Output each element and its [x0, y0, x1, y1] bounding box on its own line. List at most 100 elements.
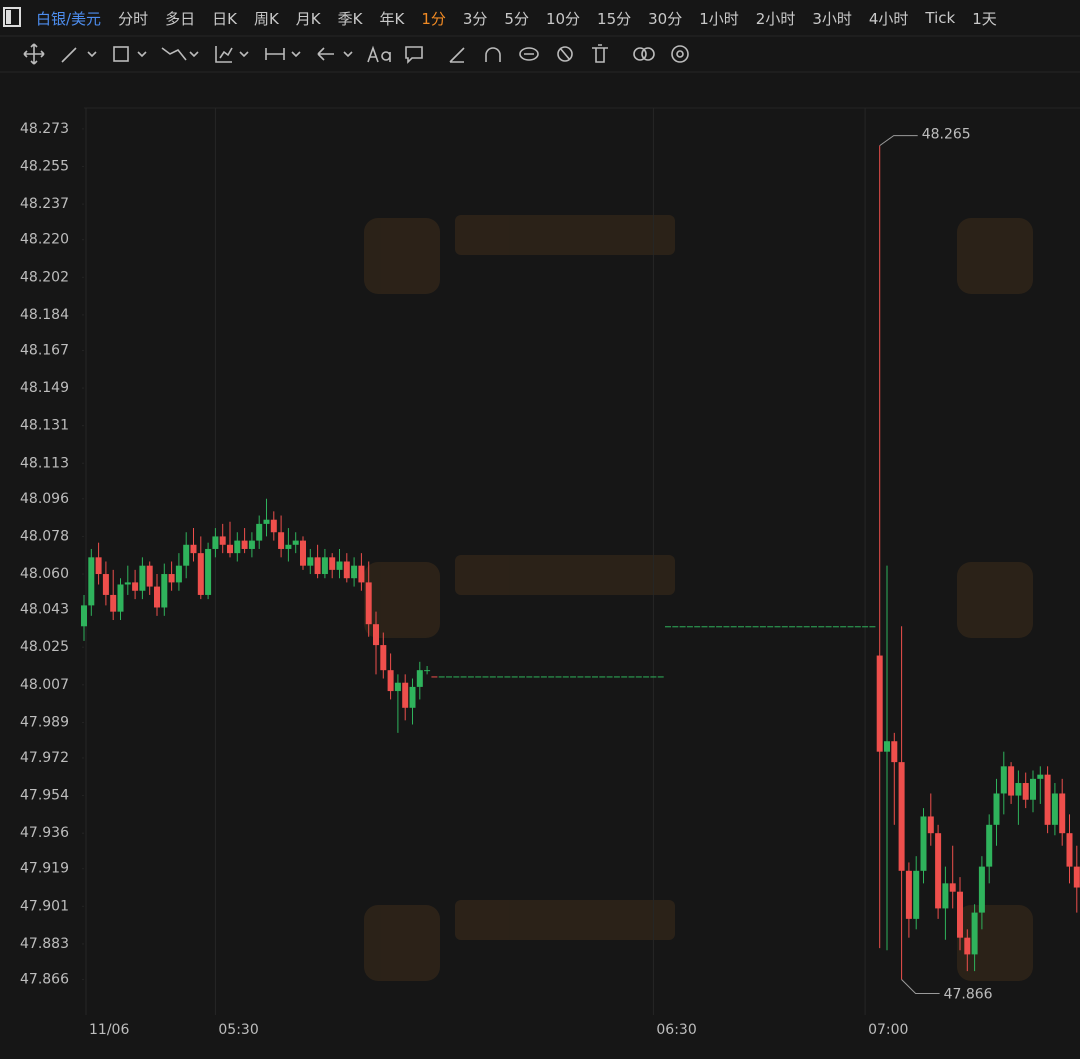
- candle-body: [592, 676, 598, 678]
- measure-tool[interactable]: [265, 48, 301, 60]
- candle-body: [285, 544, 292, 549]
- text-tool[interactable]: [367, 45, 391, 63]
- timeframe-tab[interactable]: 3分: [462, 9, 488, 28]
- candle-body: [1022, 783, 1029, 800]
- chart-tool[interactable]: [215, 46, 249, 63]
- move-tool[interactable]: [23, 43, 45, 65]
- candle-body: [1073, 866, 1080, 888]
- visibility-tool[interactable]: [519, 47, 539, 61]
- candle-body: [599, 676, 606, 678]
- x-tick-label: 06:30: [656, 1022, 696, 1038]
- high-label: 48.265: [922, 127, 971, 143]
- timeframe-tab[interactable]: 周K: [253, 9, 279, 28]
- candle-body: [1015, 783, 1022, 796]
- candle-body: [752, 626, 759, 628]
- timeframe-tab[interactable]: Tick: [925, 9, 956, 27]
- low-pointer: [901, 979, 940, 994]
- candle-body: [971, 912, 978, 955]
- candle-body: [781, 626, 788, 628]
- y-tick-label: 47.936: [20, 825, 69, 841]
- timeframe-tab[interactable]: 3小时: [812, 9, 852, 28]
- candle-body: [431, 676, 438, 678]
- y-tick-label: 47.919: [20, 861, 69, 877]
- candle-body: [1059, 793, 1066, 834]
- timeframe-tab[interactable]: 分时: [118, 9, 149, 28]
- candle-body: [555, 676, 562, 678]
- timeframe-tab[interactable]: 月K: [295, 9, 321, 28]
- candle-body: [650, 676, 657, 678]
- note-tool[interactable]: [405, 46, 423, 64]
- candle-body: [88, 557, 95, 606]
- candle-body: [847, 626, 854, 628]
- timeframe-tab[interactable]: 1小时: [699, 9, 739, 28]
- path-tool[interactable]: [161, 47, 199, 61]
- candle-body: [708, 626, 715, 628]
- candle-body: [957, 891, 963, 938]
- timeframe-tab[interactable]: 2小时: [755, 9, 796, 28]
- candle-body: [986, 824, 993, 867]
- candle-body: [482, 676, 489, 678]
- low-label: 47.866: [944, 986, 993, 1002]
- candle-body: [292, 540, 299, 545]
- y-tick-label: 48.096: [20, 491, 69, 507]
- timeframe-tab[interactable]: 白银/美元: [36, 9, 102, 28]
- line-tool[interactable]: [61, 47, 97, 63]
- hide-tool[interactable]: [557, 46, 573, 62]
- candle-body: [811, 626, 817, 628]
- candle-body: [949, 883, 956, 892]
- candle-body: [489, 676, 496, 678]
- y-tick-label: 48.149: [20, 380, 69, 396]
- candle-body: [234, 540, 241, 554]
- timeframe-tab[interactable]: 1分: [421, 9, 446, 28]
- candle-body: [898, 762, 905, 871]
- candle-body: [942, 883, 949, 909]
- x-tick-label: 05:30: [218, 1022, 258, 1038]
- candle-body: [504, 676, 511, 678]
- timeframe-tab[interactable]: 10分: [545, 9, 581, 28]
- timeframe-tab[interactable]: 30分: [648, 9, 683, 28]
- candle-body: [81, 605, 87, 627]
- timeframe-tab[interactable]: 日K: [212, 9, 237, 28]
- candle-body: [95, 557, 102, 575]
- candle-body: [343, 561, 350, 579]
- candle-body: [365, 582, 372, 625]
- candle-body: [394, 682, 401, 692]
- candle-body: [759, 626, 766, 628]
- candle-body: [657, 676, 664, 678]
- candle-body: [905, 870, 912, 919]
- timeframe-tab[interactable]: 4小时: [868, 9, 909, 28]
- candle-body: [329, 557, 336, 570]
- candle-body: [336, 561, 343, 570]
- candle-body: [665, 626, 671, 628]
- timeframe-tab[interactable]: 15分: [597, 9, 632, 28]
- candle-body: [891, 741, 898, 763]
- candle-body: [767, 626, 774, 628]
- arrow-tool[interactable]: [317, 47, 353, 61]
- candle-body: [621, 676, 628, 678]
- magnet-tool[interactable]: [485, 47, 501, 62]
- settings-tool[interactable]: [671, 45, 689, 63]
- candle-body: [526, 676, 533, 678]
- candle-body: [124, 582, 131, 585]
- candle-body: [190, 544, 197, 554]
- rect-tool[interactable]: [113, 46, 129, 62]
- candle-body: [548, 676, 555, 678]
- compare-tool[interactable]: [633, 47, 655, 61]
- candle-body: [321, 557, 328, 575]
- panel-toggle[interactable]: [3, 7, 21, 27]
- timeframe-tab[interactable]: 季K: [337, 9, 363, 28]
- timeframe-tab[interactable]: 1天: [972, 9, 997, 28]
- timeframe-tab[interactable]: 5分: [504, 9, 529, 28]
- timeframe-tab[interactable]: 多日: [165, 9, 196, 28]
- candle-body: [314, 557, 321, 575]
- y-tick-label: 48.060: [20, 566, 69, 582]
- delete-tool[interactable]: [592, 44, 608, 63]
- timeframe-tab[interactable]: 年K: [379, 9, 405, 28]
- candle-body: [161, 574, 168, 608]
- x-tick-label: 07:00: [868, 1022, 908, 1038]
- angle-tool[interactable]: [449, 47, 465, 63]
- candle-body: [935, 833, 942, 909]
- candle-body: [643, 676, 650, 678]
- candle-body: [628, 676, 635, 678]
